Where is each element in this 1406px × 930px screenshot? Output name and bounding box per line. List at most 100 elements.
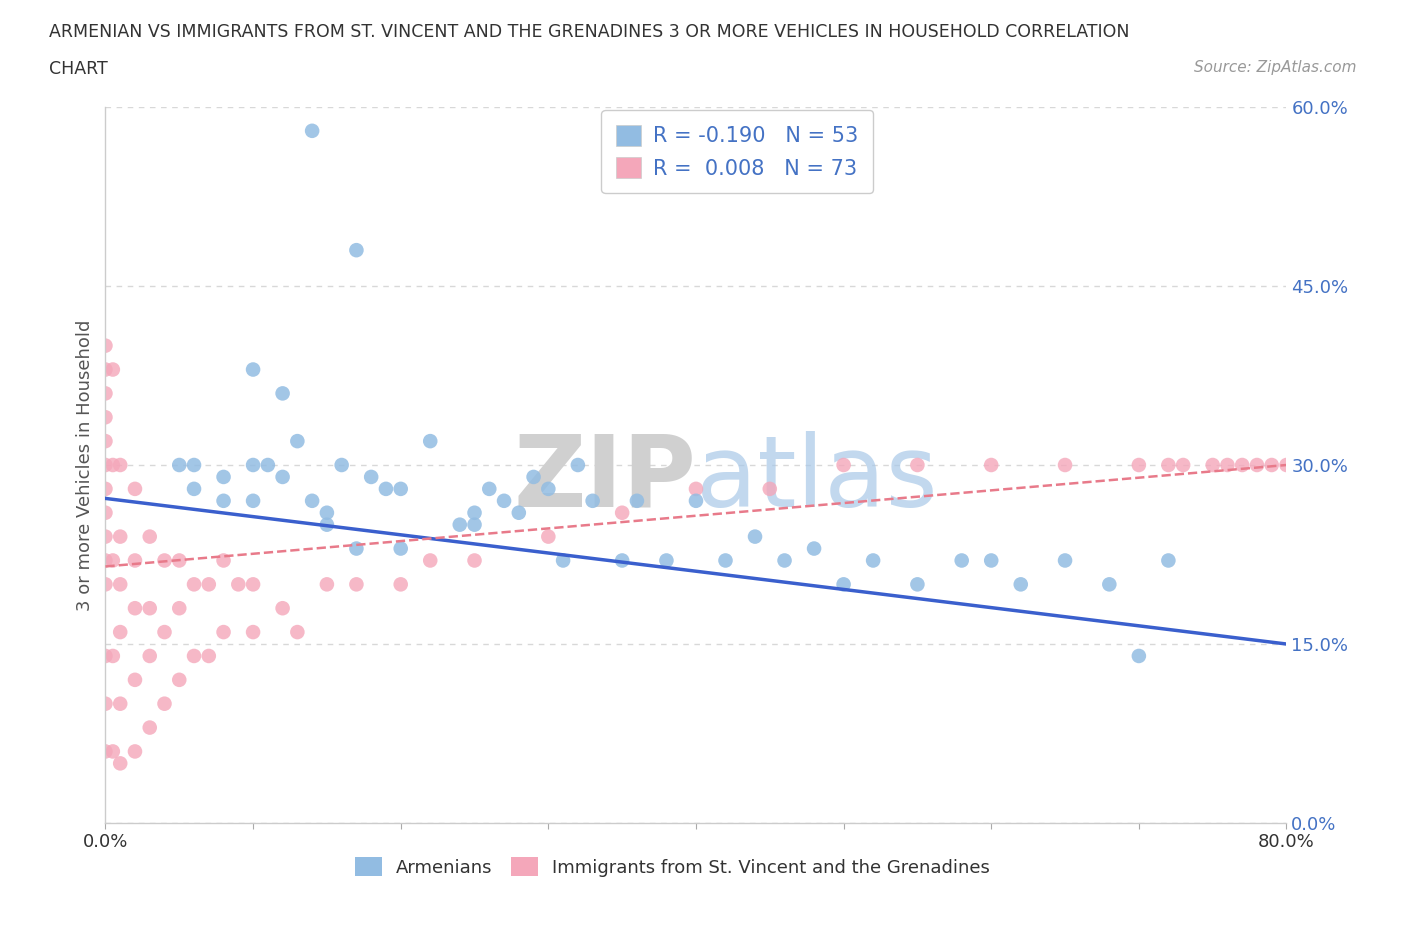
Y-axis label: 3 or more Vehicles in Household: 3 or more Vehicles in Household — [76, 319, 94, 611]
Point — [582, 494, 605, 509]
Point — [464, 517, 486, 532]
Point — [94, 433, 117, 448]
Point — [271, 601, 294, 616]
Point — [301, 124, 323, 139]
Point — [110, 529, 132, 544]
Point — [1171, 458, 1194, 472]
Point — [138, 529, 162, 544]
Point — [626, 494, 648, 509]
Point — [110, 625, 132, 640]
Point — [212, 625, 235, 640]
Point — [492, 494, 515, 509]
Point — [1010, 577, 1032, 591]
Point — [449, 517, 471, 532]
Point — [610, 553, 633, 568]
Point — [138, 648, 162, 663]
Point — [980, 458, 1002, 472]
Point — [315, 517, 337, 532]
Point — [101, 553, 124, 568]
Point — [315, 577, 337, 591]
Point — [183, 648, 205, 663]
Point — [1128, 648, 1150, 663]
Point — [346, 243, 368, 258]
Point — [685, 494, 707, 509]
Point — [567, 458, 589, 472]
Point — [101, 648, 124, 663]
Point — [980, 553, 1002, 568]
Text: Source: ZipAtlas.com: Source: ZipAtlas.com — [1194, 60, 1357, 75]
Point — [271, 470, 294, 485]
Point — [94, 482, 117, 497]
Point — [907, 577, 929, 591]
Point — [537, 529, 560, 544]
Point — [242, 577, 264, 591]
Point — [1157, 458, 1180, 472]
Point — [183, 458, 205, 472]
Point — [124, 553, 146, 568]
Point — [464, 505, 486, 520]
Point — [655, 553, 678, 568]
Point — [242, 625, 264, 640]
Point — [94, 648, 117, 663]
Point — [346, 577, 368, 591]
Point — [537, 482, 560, 497]
Point — [124, 672, 146, 687]
Point — [862, 553, 884, 568]
Point — [773, 553, 796, 568]
Point — [94, 505, 117, 520]
Point — [169, 601, 191, 616]
Point — [374, 482, 398, 497]
Point — [287, 433, 309, 448]
Point — [183, 482, 205, 497]
Point — [360, 470, 382, 485]
Point — [94, 458, 117, 472]
Text: atlas: atlas — [696, 431, 938, 528]
Point — [94, 577, 117, 591]
Point — [419, 553, 441, 568]
Point — [110, 577, 132, 591]
Point — [242, 458, 264, 472]
Point — [907, 458, 929, 472]
Point — [138, 720, 162, 735]
Point — [389, 482, 412, 497]
Point — [212, 470, 235, 485]
Point — [478, 482, 501, 497]
Point — [212, 553, 235, 568]
Point — [464, 553, 486, 568]
Point — [551, 553, 574, 568]
Point — [124, 482, 146, 497]
Point — [301, 494, 323, 509]
Point — [610, 505, 633, 520]
Point — [94, 529, 117, 544]
Point — [950, 553, 973, 568]
Point — [1054, 458, 1077, 472]
Point — [257, 458, 280, 472]
Point — [1246, 458, 1268, 472]
Point — [94, 697, 117, 711]
Point — [197, 648, 219, 663]
Point — [124, 744, 146, 759]
Text: CHART: CHART — [49, 60, 108, 78]
Point — [94, 362, 117, 377]
Point — [1275, 458, 1298, 472]
Point — [138, 601, 162, 616]
Point — [228, 577, 250, 591]
Point — [153, 625, 176, 640]
Point — [101, 362, 124, 377]
Point — [124, 601, 146, 616]
Point — [101, 458, 124, 472]
Point — [212, 494, 235, 509]
Point — [110, 458, 132, 472]
Point — [1232, 458, 1254, 472]
Point — [94, 410, 117, 425]
Point — [169, 553, 191, 568]
Point — [803, 541, 825, 556]
Point — [169, 458, 191, 472]
Point — [287, 625, 309, 640]
Text: ZIP: ZIP — [513, 431, 696, 528]
Point — [389, 577, 412, 591]
Point — [346, 541, 368, 556]
Point — [1054, 553, 1077, 568]
Point — [101, 744, 124, 759]
Point — [110, 697, 132, 711]
